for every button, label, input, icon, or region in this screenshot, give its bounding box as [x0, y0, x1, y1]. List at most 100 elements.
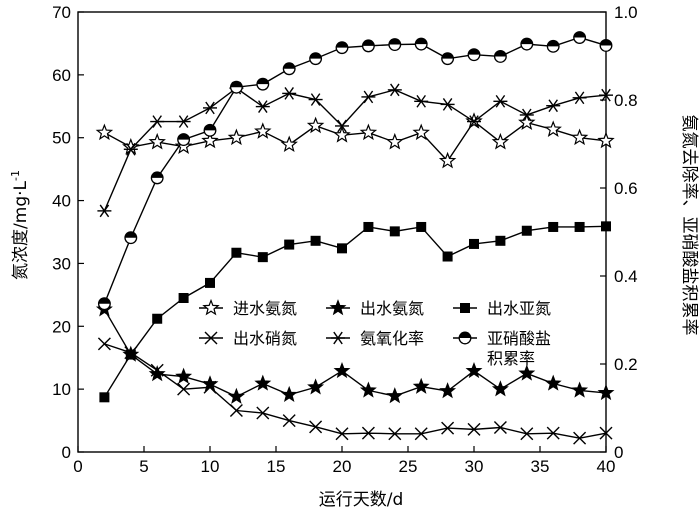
y-axis-left-title-main: 氮浓度/mg·L: [11, 180, 31, 279]
y-left-tick-label: 10: [52, 380, 71, 399]
y-right-tick-label: 1.0: [614, 3, 638, 22]
x-tick-label: 15: [267, 457, 286, 476]
data-point: [363, 221, 374, 232]
data-point: [256, 406, 270, 420]
data-point: [150, 363, 164, 377]
data-point: [280, 135, 298, 153]
data-point: [307, 378, 325, 395]
data-point: [306, 116, 325, 134]
series-1: [95, 300, 615, 404]
data-point: [412, 123, 430, 141]
data-point: [491, 132, 510, 150]
data-point: [150, 171, 164, 185]
data-point: [388, 38, 402, 52]
x-tick-label: 40: [597, 457, 616, 476]
data-point: [519, 108, 534, 122]
y-right-tick-label: 0.4: [614, 267, 638, 286]
legend-label: 氨氧化率: [360, 329, 424, 348]
data-point: [229, 80, 243, 94]
data-point: [386, 132, 404, 150]
data-point: [520, 37, 534, 51]
series-line: [103, 87, 607, 212]
legend-entry: 出水硝氮: [199, 329, 297, 348]
data-point: [124, 231, 138, 245]
data-point: [97, 297, 111, 311]
data-point: [175, 367, 193, 384]
data-point: [546, 99, 561, 113]
legend-label-line1: 亚硝酸盐: [487, 329, 551, 348]
legend-entry: 进水氨氮: [199, 298, 297, 318]
data-point: [599, 88, 613, 102]
data-point: [254, 374, 272, 391]
y-left-tick-label: 30: [52, 254, 71, 273]
y-left-tick-label: 60: [52, 66, 71, 85]
data-point: [572, 91, 587, 105]
data-point: [520, 427, 534, 441]
data-point: [335, 41, 349, 55]
y-right-tick-label: 0.6: [614, 179, 638, 198]
data-point: [201, 131, 219, 149]
legend-entry: 出水亚氮: [453, 299, 551, 318]
data-point: [359, 123, 378, 141]
data-point: [518, 364, 536, 381]
y-left-tick-label: 70: [52, 3, 71, 22]
data-point: [495, 235, 506, 246]
data-point: [601, 221, 611, 232]
data-point: [177, 133, 191, 147]
x-tick-label: 25: [399, 457, 418, 476]
data-point: [337, 243, 347, 254]
x-tick-label: 20: [333, 457, 352, 476]
data-point: [441, 421, 455, 435]
data-point: [282, 62, 296, 76]
data-point: [597, 384, 615, 401]
data-point: [548, 221, 559, 232]
data-point: [227, 128, 246, 146]
x-tick-label: 35: [531, 457, 550, 476]
data-point: [282, 414, 296, 428]
data-point: [439, 382, 457, 399]
data-point: [416, 221, 427, 232]
y-axis-left-title-sup: -1: [9, 170, 22, 181]
data-point: [441, 52, 455, 66]
data-point: [467, 48, 481, 62]
series-2: [99, 221, 611, 403]
data-point: [308, 93, 323, 106]
series-4: [97, 81, 613, 218]
data-point: [203, 101, 217, 115]
x-axis-title: 运行天数/d: [319, 490, 404, 510]
data-point: [518, 113, 536, 131]
data-point: [97, 337, 111, 351]
series-layer: [95, 31, 615, 445]
data-point: [521, 225, 532, 236]
data-point: [599, 426, 613, 440]
y-right-tick-label: 0.2: [614, 355, 638, 374]
data-point: [389, 226, 400, 237]
legend-label: 出水硝氮: [233, 329, 297, 348]
y-left-tick-label: 40: [52, 192, 71, 211]
series-line: [103, 308, 607, 398]
data-point: [493, 49, 507, 63]
legend-label: 出水氨氮: [360, 299, 424, 318]
data-point: [440, 98, 455, 111]
data-point: [387, 83, 402, 97]
data-point: [335, 427, 349, 441]
data-point: [573, 431, 587, 445]
data-point: [361, 39, 375, 53]
legend-marker: [204, 331, 218, 345]
data-point: [544, 374, 562, 391]
data-point: [469, 238, 479, 249]
legend-marker: [460, 303, 470, 313]
x-tick-label: 5: [139, 457, 148, 476]
legend-label-line2: 积累率: [487, 349, 535, 368]
y-right-tick-label: 0.8: [614, 91, 638, 110]
data-point: [335, 119, 349, 133]
data-point: [280, 385, 298, 403]
data-point: [125, 349, 136, 360]
legend-entry: 氨氧化率: [326, 329, 424, 348]
data-point: [438, 151, 457, 169]
data-point: [414, 37, 428, 51]
data-point: [203, 380, 217, 394]
y-right-tick-label: 0: [614, 443, 623, 462]
